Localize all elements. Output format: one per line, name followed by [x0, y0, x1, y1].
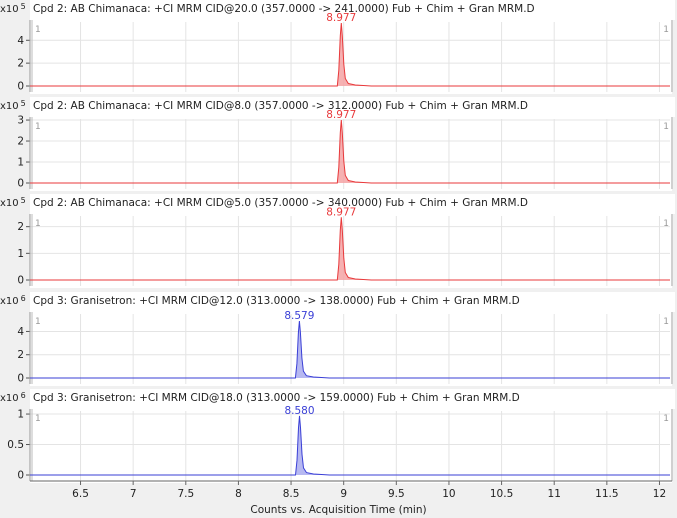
svg-text:2: 2	[17, 221, 24, 233]
right-marker: 1	[663, 219, 669, 229]
panel-title-bar: Cpd 2: AB Chimanaca: +CI MRM CID@20.0 (3…	[30, 0, 675, 20]
plot-area: 0 2 4 1 1 8.579	[17, 310, 673, 386]
chromatogram-panel[interactable]: Cpd 3: Granisetron: +CI MRM CID@18.0 (31…	[0, 389, 677, 518]
panel-title-bar: Cpd 3: Granisetron: +CI MRM CID@18.0 (31…	[30, 389, 675, 409]
left-marker: 1	[35, 219, 41, 229]
plot-area: 0 2 4 1 1 8.977	[17, 12, 673, 94]
x-tick-label: 6.5	[72, 488, 89, 500]
chromatogram-panel[interactable]: Cpd 2: AB Chimanaca: +CI MRM CID@5.0 (35…	[0, 194, 677, 291]
svg-text:2: 2	[17, 58, 24, 70]
peak-rt-label: 8.977	[326, 12, 356, 24]
svg-text:0: 0	[17, 275, 24, 287]
x-tick-label: 12	[653, 488, 666, 500]
chromatogram-trace	[30, 217, 670, 281]
right-marker: 1	[663, 317, 669, 327]
x-axis-label: Counts vs. Acquisition Time (min)	[250, 504, 427, 516]
peak-rt-label: 8.580	[284, 405, 314, 417]
svg-text:0: 0	[17, 178, 24, 190]
svg-text:1: 1	[17, 248, 24, 260]
x-tick-label: 8	[235, 488, 242, 500]
x-tick-label: 10.5	[490, 488, 513, 500]
left-marker: 1	[35, 25, 41, 35]
panel-title-bar: Cpd 3: Granisetron: +CI MRM CID@12.0 (31…	[30, 292, 675, 312]
panel-title: Cpd 2: AB Chimanaca: +CI MRM CID@20.0 (3…	[33, 3, 535, 15]
svg-text:0.5: 0.5	[7, 439, 24, 451]
x-tick-label: 7.5	[177, 488, 194, 500]
panel-title: Cpd 2: AB Chimanaca: +CI MRM CID@8.0 (35…	[33, 100, 528, 112]
y-exponent-label: x10 5	[0, 196, 26, 209]
svg-text:4: 4	[17, 35, 24, 47]
panel-title: Cpd 2: AB Chimanaca: +CI MRM CID@5.0 (35…	[33, 197, 528, 209]
left-marker: 1	[35, 122, 41, 132]
y-exponent-label: x10 5	[0, 2, 26, 15]
panel-title-bar: Cpd 2: AB Chimanaca: +CI MRM CID@5.0 (35…	[30, 194, 675, 214]
peak-rt-label: 8.977	[326, 109, 356, 121]
panel-title: Cpd 3: Granisetron: +CI MRM CID@12.0 (31…	[33, 295, 520, 307]
peak-rt-label: 8.579	[284, 310, 314, 322]
y-exponent-label: x10 6	[0, 294, 26, 307]
x-tick-label: 9.5	[388, 488, 405, 500]
svg-text:0: 0	[17, 470, 24, 482]
x-tick-label: 7	[130, 488, 137, 500]
svg-text:3: 3	[17, 115, 24, 127]
left-marker: 1	[35, 317, 41, 327]
right-marker: 1	[663, 122, 669, 132]
peak-rt-label: 8.977	[326, 206, 356, 218]
svg-text:1: 1	[17, 157, 24, 169]
x-tick-label: 11	[548, 488, 561, 500]
svg-text:0: 0	[17, 373, 24, 385]
chromatogram-panel[interactable]: Cpd 2: AB Chimanaca: +CI MRM CID@8.0 (35…	[0, 97, 677, 194]
chromatogram-trace	[30, 119, 670, 184]
svg-text:2: 2	[17, 349, 24, 361]
x-tick-label: 8.5	[283, 488, 300, 500]
chromatogram-trace	[30, 320, 670, 379]
right-marker: 1	[663, 414, 669, 424]
x-tick-label: 11.5	[595, 488, 618, 500]
chromatogram-trace	[30, 23, 670, 87]
x-tick-label: 9	[340, 488, 347, 500]
svg-text:0: 0	[17, 81, 24, 93]
svg-text:1: 1	[17, 409, 24, 421]
chromatogram-panel[interactable]: Cpd 3: Granisetron: +CI MRM CID@12.0 (31…	[0, 292, 677, 389]
svg-text:2: 2	[17, 136, 24, 148]
chromatogram-panel[interactable]: Cpd 2: AB Chimanaca: +CI MRM CID@20.0 (3…	[0, 0, 677, 97]
panel-title-bar: Cpd 2: AB Chimanaca: +CI MRM CID@8.0 (35…	[30, 97, 675, 117]
y-exponent-label: x10 5	[0, 99, 26, 112]
chromatogram-trace	[30, 415, 670, 476]
right-marker: 1	[663, 25, 669, 35]
svg-text:4: 4	[17, 326, 24, 338]
plot-area: 0 1 2 1 1 8.977	[17, 206, 673, 288]
plot-area: 0 1 2 3 1 1 8.977	[17, 109, 673, 191]
x-tick-label: 10	[442, 488, 455, 500]
y-exponent-label: x10 6	[0, 391, 26, 404]
panel-title: Cpd 3: Granisetron: +CI MRM CID@18.0 (31…	[33, 392, 520, 404]
left-marker: 1	[35, 414, 41, 424]
